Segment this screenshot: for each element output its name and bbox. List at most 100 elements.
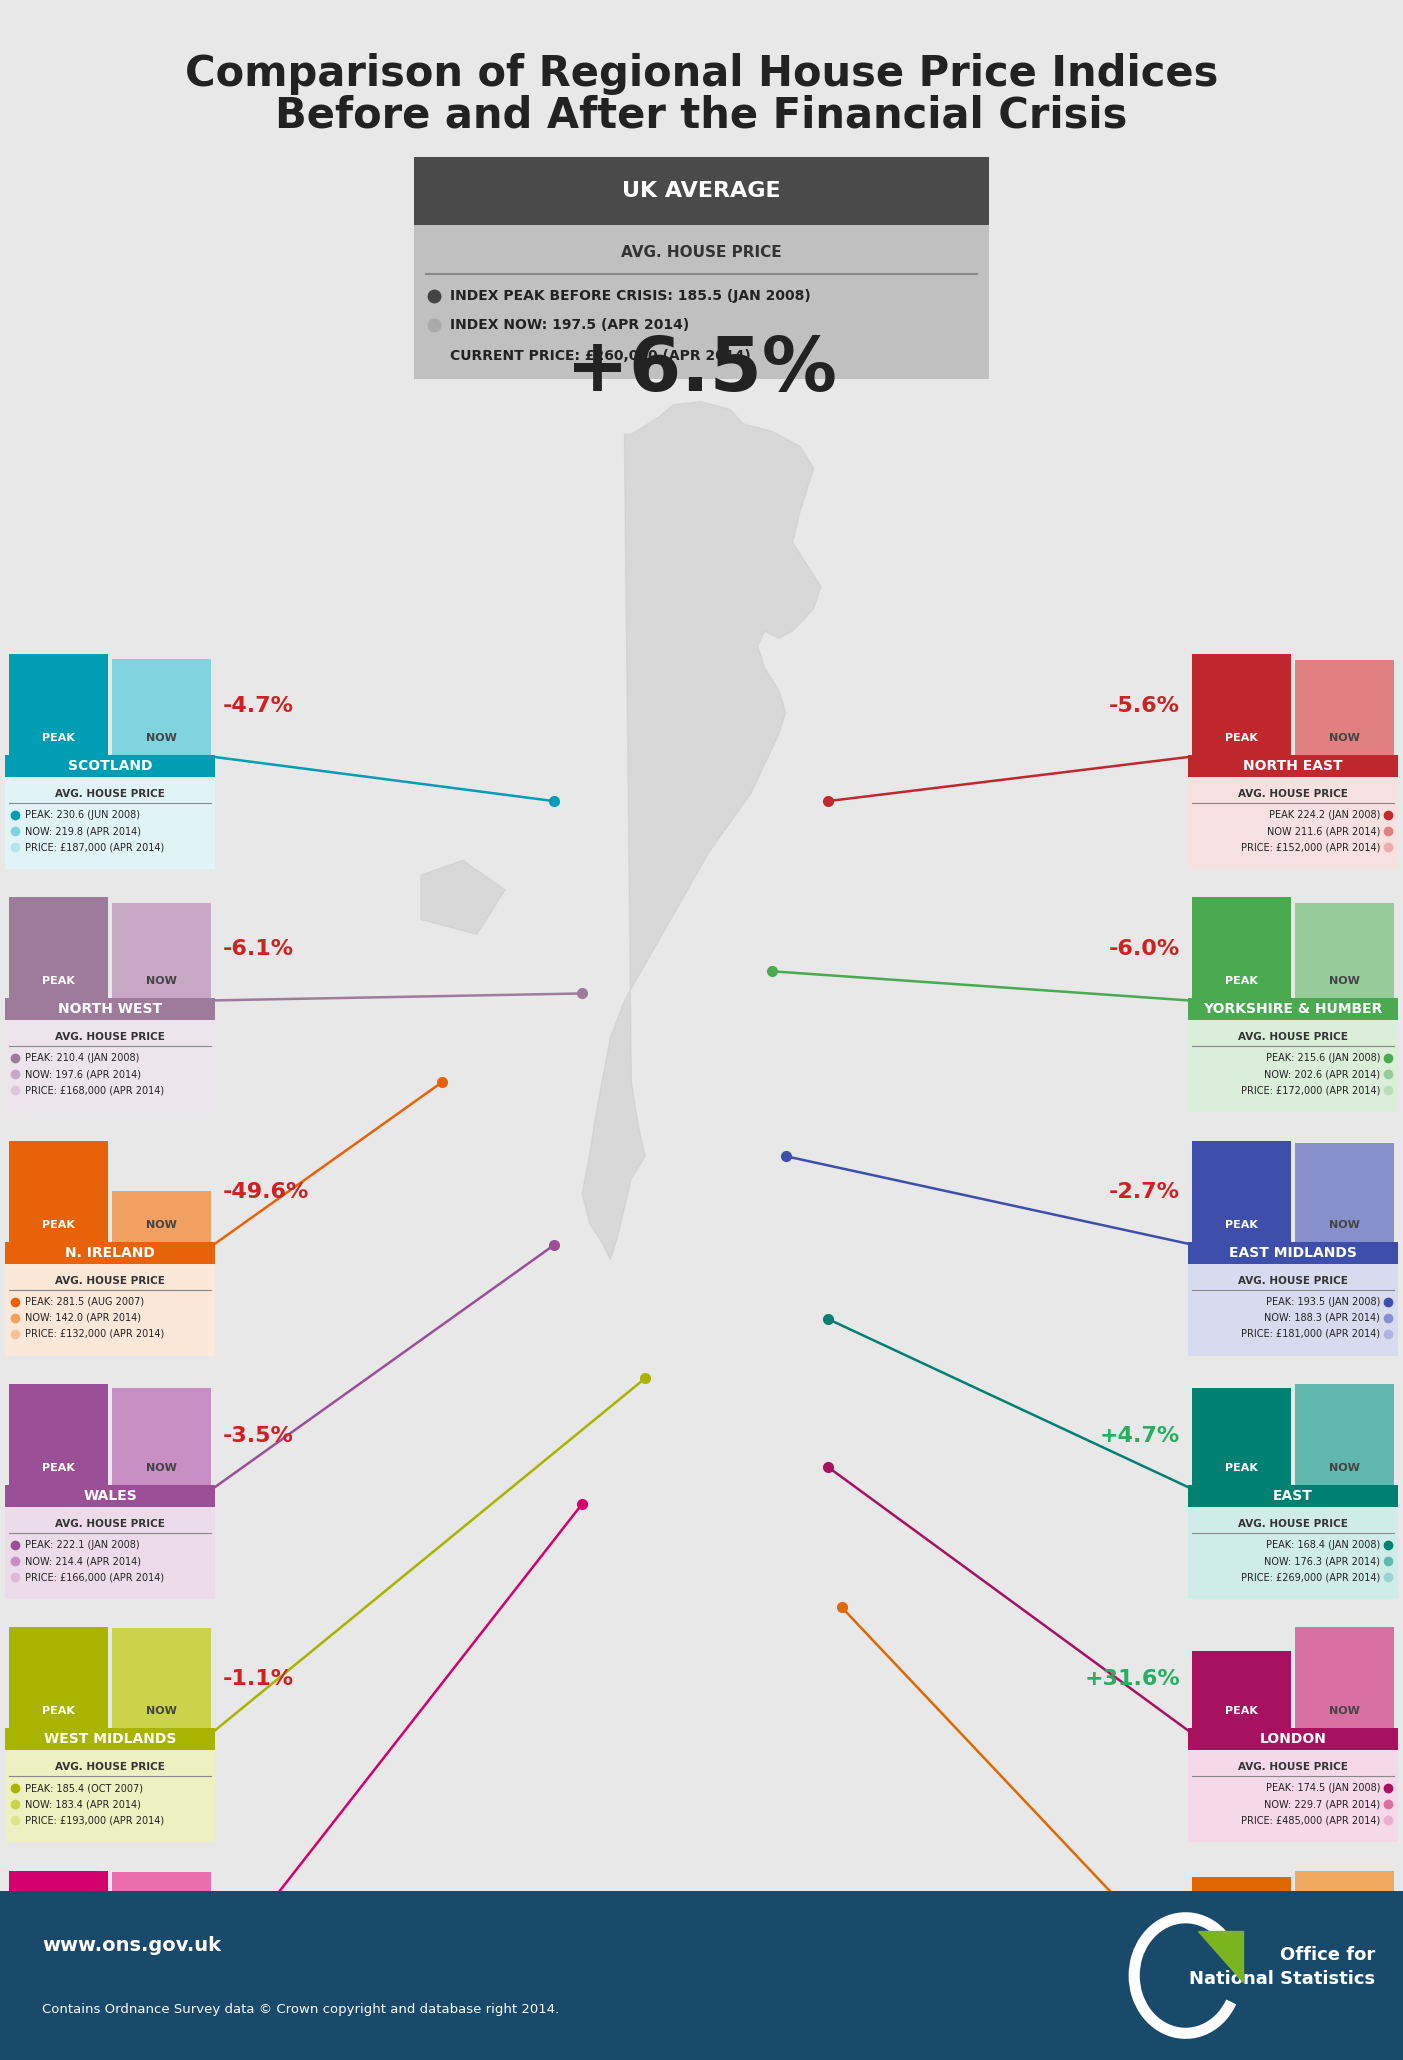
Text: PRICE: £485,000 (APR 2014): PRICE: £485,000 (APR 2014) xyxy=(1240,1815,1381,1825)
Text: PEAK: PEAK xyxy=(42,976,74,987)
Text: +31.6%: +31.6% xyxy=(1085,1669,1180,1689)
Text: SOUTH WEST: SOUTH WEST xyxy=(58,1976,161,1990)
Text: Comparison of Regional House Price Indices: Comparison of Regional House Price Indic… xyxy=(185,54,1218,95)
Text: NOW: 229.7 (APR 2014): NOW: 229.7 (APR 2014) xyxy=(1264,1798,1381,1809)
Text: AVG. HOUSE PRICE: AVG. HOUSE PRICE xyxy=(55,1275,166,1285)
Bar xyxy=(6,1862,215,1971)
Text: PEAK: 210.4 (JAN 2008): PEAK: 210.4 (JAN 2008) xyxy=(25,1053,139,1063)
Text: PRICE: £132,000 (APR 2014): PRICE: £132,000 (APR 2014) xyxy=(25,1329,164,1339)
Text: NOW: NOW xyxy=(1329,1949,1360,1959)
Text: NORTH EAST: NORTH EAST xyxy=(1243,758,1343,772)
Bar xyxy=(6,888,215,999)
Bar xyxy=(1188,1862,1397,1971)
Text: PEAK: PEAK xyxy=(1225,1220,1258,1230)
Bar xyxy=(6,777,215,869)
Text: NOW: NOW xyxy=(146,1949,177,1959)
Bar xyxy=(1193,1652,1291,1728)
Text: SOUTH EAST: SOUTH EAST xyxy=(1243,1976,1343,1990)
Text: Office for
National Statistics: Office for National Statistics xyxy=(1188,1947,1375,1988)
Bar xyxy=(1295,1627,1395,1728)
Polygon shape xyxy=(1198,1930,1243,1982)
Text: -1.4%: -1.4% xyxy=(223,1912,295,1932)
Text: UK AVERAGE: UK AVERAGE xyxy=(622,181,781,200)
Bar xyxy=(414,157,989,225)
Text: NORTH WEST: NORTH WEST xyxy=(58,1003,163,1016)
Text: CURRENT PRICE: £260,000 (APR 2014): CURRENT PRICE: £260,000 (APR 2014) xyxy=(450,348,751,363)
Text: NOW: 214.4 (APR 2014): NOW: 214.4 (APR 2014) xyxy=(25,1555,140,1566)
Text: PRICE: £152,000 (APR 2014): PRICE: £152,000 (APR 2014) xyxy=(1240,843,1381,853)
Bar xyxy=(1188,999,1397,1020)
Text: PEAK: 222.1 (JAN 2008): PEAK: 222.1 (JAN 2008) xyxy=(25,1541,140,1549)
Text: NOW: NOW xyxy=(146,976,177,987)
Bar xyxy=(0,1891,1403,2060)
Bar xyxy=(1193,1877,1291,1971)
Text: +7.2%: +7.2% xyxy=(1100,1912,1180,1932)
Text: PEAK: PEAK xyxy=(42,1949,74,1959)
Bar xyxy=(1188,1751,1397,1842)
Text: PEAK: PEAK xyxy=(1225,733,1258,744)
Text: N. IRELAND: N. IRELAND xyxy=(65,1246,154,1261)
Text: NOW: NOW xyxy=(146,1706,177,1716)
Text: NOW: NOW xyxy=(1329,1220,1360,1230)
Text: NOW: 197.6 (APR 2014): NOW: 197.6 (APR 2014) xyxy=(25,1069,140,1079)
Text: NOW: 142.0 (APR 2014): NOW: 142.0 (APR 2014) xyxy=(25,1312,140,1323)
Polygon shape xyxy=(582,402,821,1261)
Bar xyxy=(1193,1388,1291,1485)
Bar xyxy=(1193,1141,1291,1242)
Bar xyxy=(1188,1263,1397,1355)
Text: Contains Ordnance Survey data © Crown copyright and database right 2014.: Contains Ordnance Survey data © Crown co… xyxy=(42,2002,560,2017)
Text: PEAK: PEAK xyxy=(1225,976,1258,987)
Text: PEAK: PEAK xyxy=(42,733,74,744)
Bar xyxy=(112,1191,210,1242)
Text: AVG. HOUSE PRICE: AVG. HOUSE PRICE xyxy=(1237,1032,1348,1042)
Text: PEAK: 180.7 (OCT 2007): PEAK: 180.7 (OCT 2007) xyxy=(25,2027,143,2037)
Text: AVG. HOUSE PRICE: AVG. HOUSE PRICE xyxy=(1237,1763,1348,1772)
Bar xyxy=(6,1994,215,2060)
Text: NOW: 176.3 (APR 2014): NOW: 176.3 (APR 2014) xyxy=(1264,1555,1381,1566)
Text: PRICE: £193,000 (APR 2014): PRICE: £193,000 (APR 2014) xyxy=(25,1815,164,1825)
Text: PRICE: £166,000 (APR 2014): PRICE: £166,000 (APR 2014) xyxy=(25,1572,164,1582)
Bar xyxy=(1188,1131,1397,1242)
Text: SCOTLAND: SCOTLAND xyxy=(67,758,153,772)
Text: PEAK: 281.5 (AUG 2007): PEAK: 281.5 (AUG 2007) xyxy=(25,1296,145,1306)
Bar xyxy=(6,645,215,756)
Text: PRICE: £172,000 (APR 2014): PRICE: £172,000 (APR 2014) xyxy=(1240,1086,1381,1096)
Text: PEAK 224.2 (JAN 2008): PEAK 224.2 (JAN 2008) xyxy=(1268,810,1381,820)
Text: NOW: NOW xyxy=(1329,976,1360,987)
Bar xyxy=(112,1627,210,1728)
Text: PRICE: £269,000 (APR 2014): PRICE: £269,000 (APR 2014) xyxy=(1240,1572,1381,1582)
Text: NOW 211.6 (APR 2014): NOW 211.6 (APR 2014) xyxy=(1267,826,1381,836)
Text: INDEX PEAK BEFORE CRISIS: 185.5 (JAN 2008): INDEX PEAK BEFORE CRISIS: 185.5 (JAN 200… xyxy=(450,288,811,303)
Bar xyxy=(1188,1376,1397,1485)
Bar xyxy=(1188,1508,1397,1599)
Bar xyxy=(8,1141,108,1242)
Text: +6.5%: +6.5% xyxy=(565,334,838,408)
Bar xyxy=(6,756,215,777)
Text: AVG. HOUSE PRICE: AVG. HOUSE PRICE xyxy=(55,1032,166,1042)
Text: PEAK: PEAK xyxy=(42,1220,74,1230)
Text: -6.1%: -6.1% xyxy=(223,939,295,958)
Text: PEAK: 230.6 (JUN 2008): PEAK: 230.6 (JUN 2008) xyxy=(25,810,140,820)
Text: PEAK: 185.4 (OCT 2007): PEAK: 185.4 (OCT 2007) xyxy=(25,1784,143,1794)
Text: -4.7%: -4.7% xyxy=(223,696,295,715)
Text: NOW: NOW xyxy=(1329,733,1360,744)
Bar xyxy=(1188,1242,1397,1263)
Bar xyxy=(6,1131,215,1242)
Text: NOW: NOW xyxy=(1329,1463,1360,1473)
Text: PRICE: £181,000 (APR 2014): PRICE: £181,000 (APR 2014) xyxy=(1240,1329,1381,1339)
Bar xyxy=(6,1242,215,1263)
Bar xyxy=(6,1971,215,1994)
Bar xyxy=(1295,659,1395,756)
Text: EAST MIDLANDS: EAST MIDLANDS xyxy=(1229,1246,1357,1261)
Bar xyxy=(1188,1485,1397,1508)
Text: AVG. HOUSE PRICE: AVG. HOUSE PRICE xyxy=(55,2006,166,2017)
Text: PEAK: PEAK xyxy=(42,1463,74,1473)
Bar xyxy=(1295,1143,1395,1242)
Text: AVG. HOUSE PRICE: AVG. HOUSE PRICE xyxy=(622,245,781,260)
Text: +4.7%: +4.7% xyxy=(1100,1426,1180,1446)
Text: WALES: WALES xyxy=(83,1489,137,1504)
Text: -5.6%: -5.6% xyxy=(1108,696,1180,715)
Bar xyxy=(1188,777,1397,869)
Text: PRICE: £187,000 (APR 2014): PRICE: £187,000 (APR 2014) xyxy=(25,843,164,853)
Text: PEAK: 166.5 (JAN 2008): PEAK: 166.5 (JAN 2008) xyxy=(1266,2027,1381,2037)
